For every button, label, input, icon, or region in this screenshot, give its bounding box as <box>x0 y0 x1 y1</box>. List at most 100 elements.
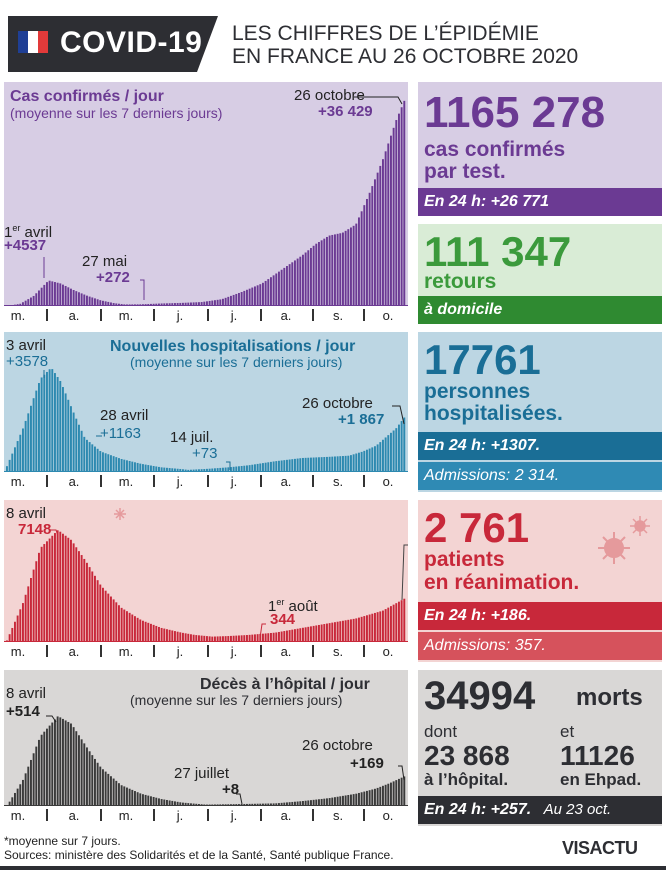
chart-bar <box>64 720 67 806</box>
chart-bar <box>43 284 46 306</box>
chart-bar <box>278 271 280 306</box>
chart-bar <box>318 799 320 806</box>
chart-bar <box>347 455 350 472</box>
chart-bar <box>243 465 246 472</box>
chart-bar <box>243 635 246 642</box>
chart-bar <box>187 633 190 642</box>
month-tick <box>100 475 102 487</box>
chart-bar <box>366 615 368 642</box>
chart-bar <box>382 439 384 472</box>
chart-bar <box>126 460 128 472</box>
month-tick <box>100 309 102 321</box>
chart-bar <box>294 629 296 642</box>
chart-bar <box>262 463 264 472</box>
chart-bar <box>59 283 62 306</box>
chart-bar <box>395 428 398 472</box>
chart-bar <box>176 468 179 472</box>
stat-rea-24h: En 24 h: +186. <box>418 602 662 630</box>
chart-bar <box>347 619 350 642</box>
virus-decor-icon <box>114 508 126 520</box>
chart-bar <box>168 800 171 806</box>
stat-hosp: 17761 personnes hospitalisées. En 24 h: … <box>418 332 662 492</box>
chart-bar <box>286 459 288 472</box>
month-label: j. <box>230 808 238 823</box>
annotation-leader <box>354 96 403 105</box>
chart-bar <box>334 797 336 806</box>
rea-chart-svg <box>4 508 408 642</box>
chart-bar <box>11 453 14 472</box>
chart-bar <box>387 143 390 306</box>
chart-bar <box>190 469 192 472</box>
chart-bar <box>24 773 27 806</box>
chart-bar <box>256 285 259 306</box>
chart-bar <box>222 636 224 642</box>
chart-bar <box>283 460 286 472</box>
chart-bar <box>96 762 99 806</box>
chart-bar <box>288 802 291 806</box>
chart-bar <box>318 624 320 642</box>
month-label: m. <box>10 474 26 489</box>
chart-bar <box>8 459 11 472</box>
chart-bar <box>336 456 339 472</box>
chart-bar <box>227 296 230 306</box>
chart-bar <box>208 300 211 306</box>
chart-bar <box>272 275 275 306</box>
chart-bar <box>299 628 302 642</box>
chart-bar <box>299 801 302 806</box>
chart-bar <box>238 635 240 642</box>
chart-bar <box>118 458 120 472</box>
annotation-leader <box>392 405 405 425</box>
deaths-chart-svg <box>4 715 408 806</box>
chart-bar <box>75 731 78 806</box>
deaths-chart: Décès à l’hôpital / jour (moyenne sur le… <box>4 670 408 826</box>
chart-bar <box>296 258 299 306</box>
stat-cases-line1: cas confirmés <box>424 138 566 161</box>
chart-bar <box>294 801 296 806</box>
month-label: a. <box>68 308 80 323</box>
month-tick <box>207 645 209 657</box>
chart-bar <box>203 301 206 306</box>
stat-rea: 2 761 patients en réanimation. En 24 h: … <box>418 500 662 662</box>
chart-bar <box>83 294 86 306</box>
chart-bar <box>179 302 182 306</box>
month-tick <box>153 475 155 487</box>
chart-bar <box>56 282 59 306</box>
month-label: m. <box>118 308 134 323</box>
cases-annotation-oct-value: +36 429 <box>318 103 373 120</box>
chart-bar <box>24 300 27 306</box>
stat-rea-line2: en réanimation. <box>424 571 580 594</box>
chart-bar <box>342 456 344 472</box>
chart-bar <box>296 801 299 806</box>
chart-bar <box>184 302 187 306</box>
chart-bar <box>344 620 347 642</box>
chart-bar <box>171 468 174 472</box>
chart-bar <box>182 802 184 806</box>
chart-bar <box>171 800 174 806</box>
chart-bar <box>166 467 168 472</box>
month-label: m. <box>118 808 134 823</box>
chart-bar <box>278 803 280 806</box>
chart-bar <box>339 796 342 806</box>
chart-bar <box>198 469 200 472</box>
chart-bar <box>376 787 379 806</box>
chart-bar <box>59 380 62 472</box>
chart-bar <box>315 243 318 306</box>
hosp-chart-title: Nouvelles hospitalisations / jour <box>110 338 356 355</box>
month-tick <box>153 645 155 657</box>
chart-bar <box>163 467 166 472</box>
chart-bar <box>286 266 288 306</box>
chart-bar <box>374 179 376 306</box>
stat-hosp-line1: personnes <box>424 380 531 403</box>
stat-deaths-dont: dont <box>424 722 458 741</box>
month-label: j. <box>230 308 238 323</box>
chart-bar <box>174 801 176 806</box>
chart-bar <box>107 593 110 642</box>
chart-bar <box>99 451 102 472</box>
cases-annotation-oct-date: 26 octobre <box>294 87 365 104</box>
chart-bar <box>374 612 376 642</box>
month-label: s. <box>332 308 344 323</box>
chart-bar <box>331 622 334 642</box>
chart-bar <box>174 303 176 306</box>
chart-bar <box>27 413 30 472</box>
chart-bar <box>112 778 115 806</box>
